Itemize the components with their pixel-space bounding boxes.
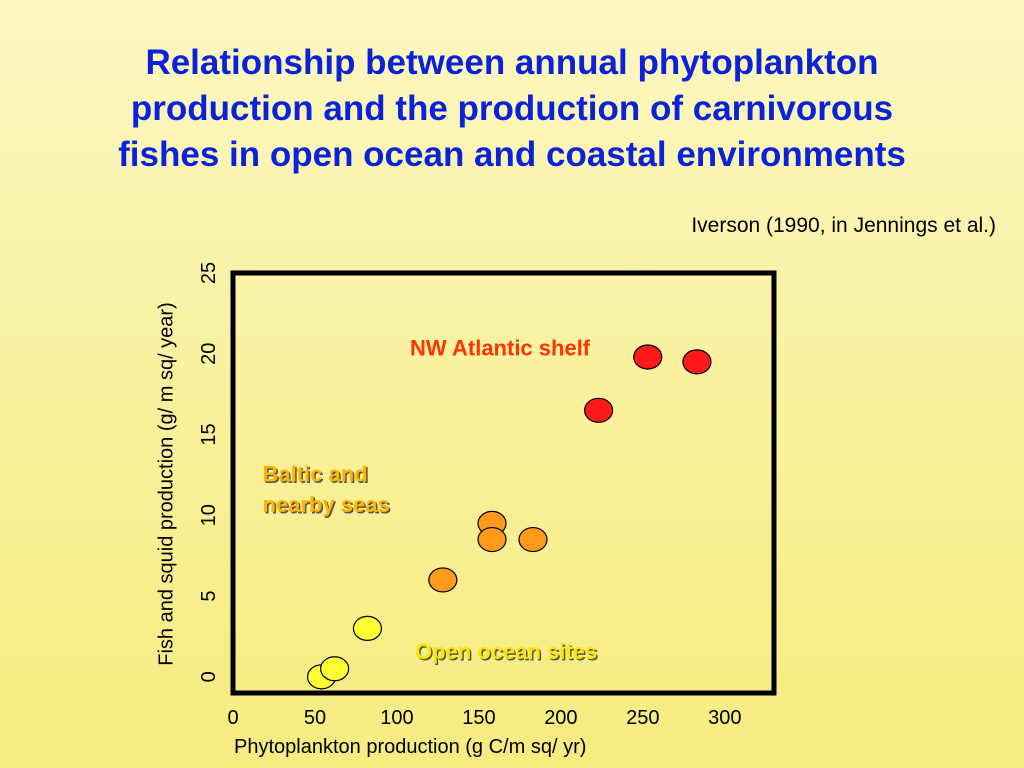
data-point-nw-atlantic: [583, 397, 614, 423]
y-tick-label: 15: [198, 423, 220, 445]
annotation-open-ocean: Open ocean sites: [415, 639, 597, 664]
annotation-baltic: Baltic and: [263, 461, 368, 486]
x-tick-label: 50: [304, 707, 326, 729]
x-tick-label: 250: [626, 707, 659, 729]
y-tick-label: 5: [198, 591, 220, 602]
data-point-baltic: [477, 526, 507, 553]
data-point-open-ocean: [352, 615, 383, 641]
annotation-shadow: Baltic and: [264, 463, 369, 488]
annotation-nw-atlantic: NW Atlantic shelf: [410, 335, 591, 360]
data-point-baltic: [518, 526, 548, 553]
source-citation: Iverson (1990, in Jennings et al.): [691, 214, 996, 237]
annotation-shadow: nearby seas: [264, 494, 391, 519]
y-tick-label: 10: [198, 504, 220, 526]
y-tick-label: 20: [198, 343, 220, 365]
x-tick-label: 300: [708, 707, 741, 729]
y-tick-label: 0: [198, 671, 220, 682]
annotation-shadow: Open ocean sites: [416, 641, 598, 666]
x-tick-label: 0: [227, 707, 238, 729]
slide-title: Relationship between annual phytoplankto…: [118, 43, 906, 174]
y-tick-label: 25: [198, 262, 220, 284]
data-point-baltic: [428, 567, 458, 593]
x-tick-label: 150: [462, 707, 495, 729]
data-point-nw-atlantic: [682, 349, 712, 375]
x-tick-label: 100: [380, 707, 413, 729]
annotation-baltic: nearby seas: [263, 492, 390, 517]
x-tick-label: 200: [544, 707, 577, 729]
data-point-nw-atlantic: [633, 344, 663, 370]
data-point-open-ocean: [320, 656, 350, 682]
x-axis-label: Phytoplankton production (g C/m sq/ yr): [234, 736, 587, 758]
plot-frame: [230, 270, 777, 696]
